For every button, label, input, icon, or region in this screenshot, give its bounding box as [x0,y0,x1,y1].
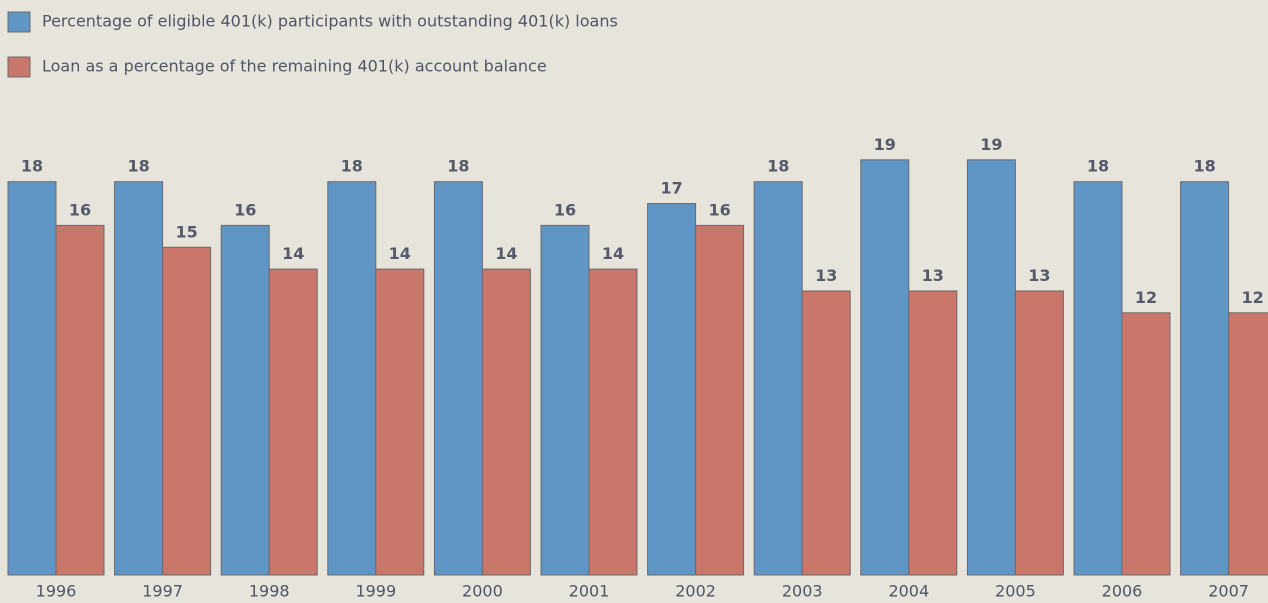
bar [1180,181,1230,576]
bar [1228,312,1268,576]
bar [433,181,483,576]
value-label: 12 [1135,288,1157,307]
value-label: 18 [447,157,469,176]
bar [220,224,270,576]
x-tick-label: 1997 [142,582,183,601]
bar [966,159,1016,576]
legend-swatch [7,11,31,33]
x-tick-label: 2007 [1208,582,1249,601]
legend-label: Loan as a percentage of the remaining 40… [42,57,547,76]
bar [801,290,851,576]
value-label: 14 [602,244,624,263]
value-label: 13 [922,266,944,285]
bar [114,181,164,576]
bar [481,268,531,576]
value-label: 18 [21,157,43,176]
value-label: 13 [1028,266,1050,285]
value-label: 18 [341,157,363,176]
x-tick-label: 2002 [675,582,716,601]
legend-swatch [7,56,31,78]
value-label: 16 [234,200,256,219]
value-label: 14 [495,244,517,263]
value-label: 14 [389,244,411,263]
bar [753,181,803,576]
value-label: 16 [69,200,91,219]
bar [540,224,590,576]
bar [647,203,697,576]
x-tick-label: 1999 [355,582,396,601]
bar [860,159,910,576]
value-label: 18 [767,157,789,176]
value-label: 14 [282,244,304,263]
value-label: 19 [874,135,896,154]
bar [588,268,638,576]
value-label: 18 [1087,157,1109,176]
bar [1073,181,1123,576]
bar [1121,312,1171,576]
x-tick-label: 1998 [249,582,290,601]
value-label: 19 [980,135,1002,154]
legend-label: Percentage of eligible 401(k) participan… [42,12,618,31]
value-label: 18 [127,157,149,176]
bar [55,224,105,576]
x-tick-label: 2004 [888,582,929,601]
x-tick-label: 1996 [36,582,77,601]
x-tick-label: 2003 [782,582,823,601]
x-tick-label: 2005 [995,582,1036,601]
x-tick-label: 2001 [569,582,610,601]
value-label: 18 [1193,157,1215,176]
x-tick-label: 2006 [1102,582,1143,601]
value-label: 13 [815,266,837,285]
value-label: 16 [554,200,576,219]
value-label: 17 [660,179,682,198]
bar [7,181,57,576]
value-label: 12 [1241,288,1263,307]
bar [1014,290,1064,576]
bar [695,224,745,576]
bar [375,268,425,576]
bar [908,290,958,576]
value-label: 16 [708,200,730,219]
value-label: 15 [175,222,197,241]
bar [162,246,212,576]
x-tick-label: 2000 [462,582,503,601]
bar [268,268,318,576]
bar [327,181,377,576]
